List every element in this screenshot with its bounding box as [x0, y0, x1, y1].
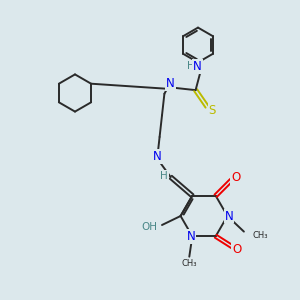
- Text: OH: OH: [142, 221, 158, 232]
- Text: CH₃: CH₃: [253, 231, 268, 240]
- Text: N: N: [193, 60, 202, 73]
- Text: O: O: [232, 243, 241, 256]
- Text: N: N: [186, 230, 195, 243]
- Text: N: N: [166, 77, 175, 90]
- Text: O: O: [231, 171, 240, 184]
- Text: S: S: [209, 104, 216, 117]
- Text: CH₃: CH₃: [182, 259, 197, 268]
- Text: N: N: [153, 150, 162, 163]
- Text: H: H: [187, 61, 194, 71]
- Text: H: H: [160, 171, 168, 181]
- Text: N: N: [224, 209, 233, 223]
